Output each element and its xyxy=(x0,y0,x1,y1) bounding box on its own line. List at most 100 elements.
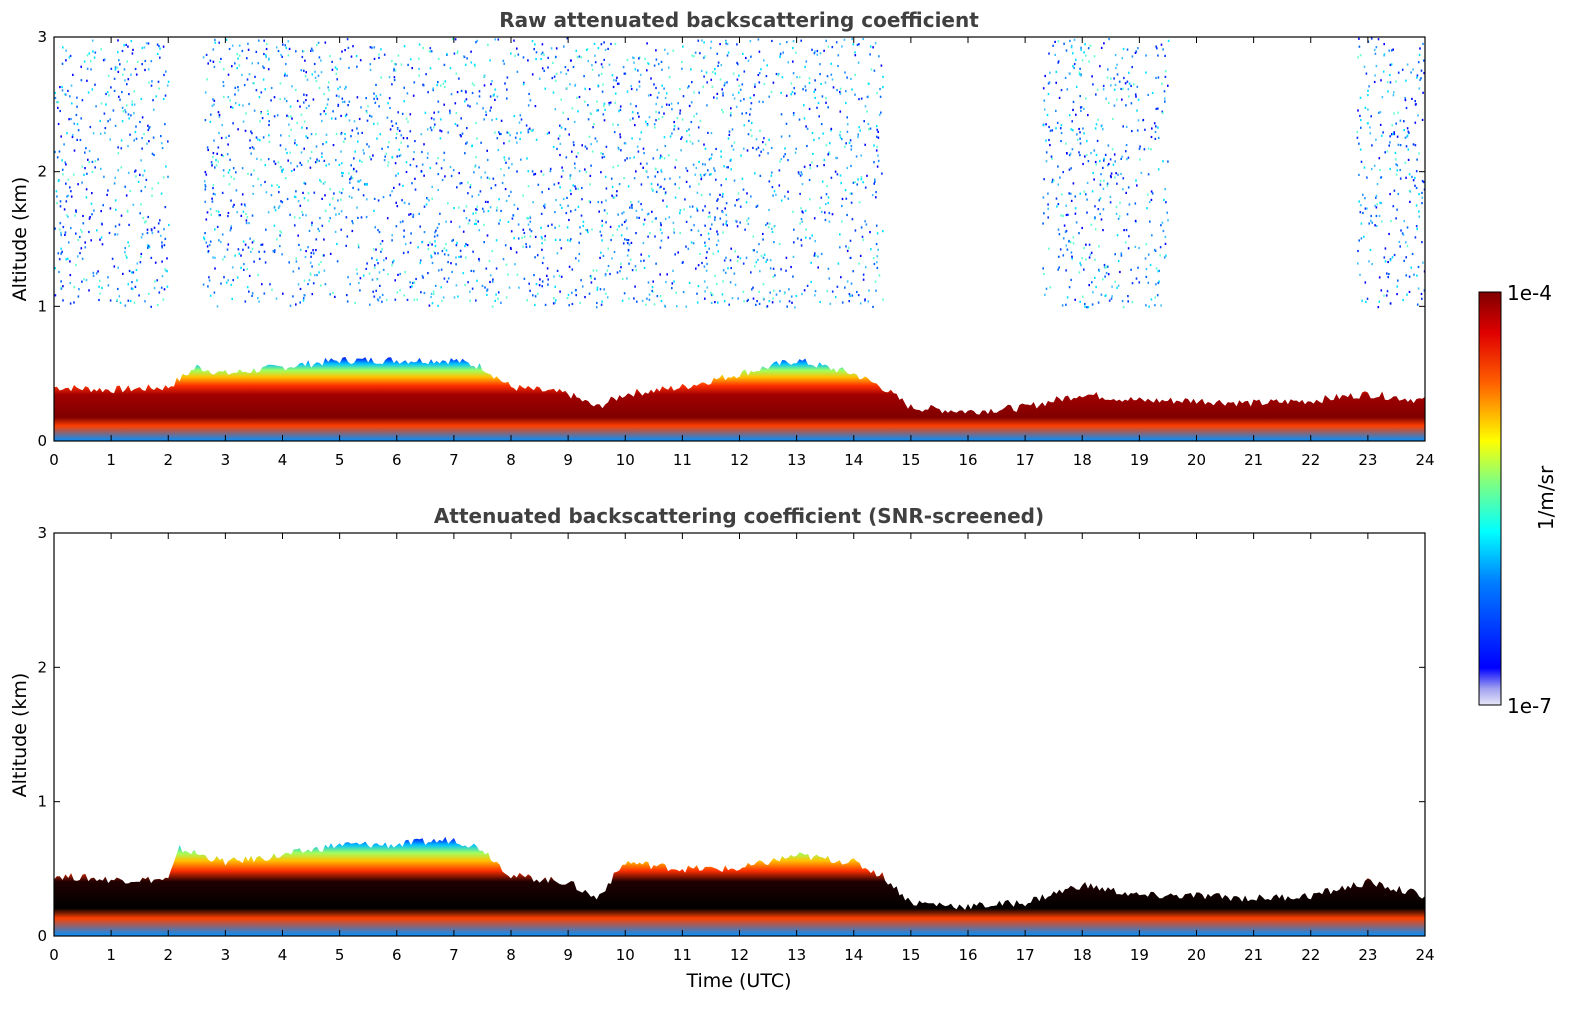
noise-speckle-point xyxy=(101,286,103,289)
noise-speckle-point xyxy=(408,213,410,216)
noise-speckle-point xyxy=(1075,85,1078,88)
noise-speckle-point xyxy=(638,85,641,88)
noise-speckle-point xyxy=(735,105,738,108)
noise-speckle-point xyxy=(482,107,484,110)
noise-speckle-point xyxy=(251,62,254,65)
noise-speckle-point xyxy=(389,128,392,131)
noise-speckle-point xyxy=(1085,54,1087,57)
noise-speckle-point xyxy=(1137,266,1139,269)
noise-speckle-point xyxy=(316,274,318,277)
noise-speckle-point xyxy=(665,103,668,106)
noise-speckle-point xyxy=(598,210,600,213)
noise-speckle-point xyxy=(681,67,683,70)
noise-speckle-point xyxy=(320,180,322,183)
noise-speckle-point xyxy=(642,223,645,226)
noise-speckle-point xyxy=(443,253,446,256)
noise-speckle-point xyxy=(1074,298,1076,301)
noise-speckle-point xyxy=(288,261,290,264)
noise-speckle-point xyxy=(375,248,377,251)
noise-speckle-point xyxy=(715,282,718,286)
noise-speckle-point xyxy=(309,261,312,264)
noise-speckle-point xyxy=(1068,168,1071,171)
noise-speckle-point xyxy=(273,206,276,209)
noise-speckle-point xyxy=(629,258,632,261)
noise-speckle-point xyxy=(1397,71,1400,74)
noise-speckle-point xyxy=(672,49,675,52)
noise-speckle-point xyxy=(679,212,681,215)
noise-speckle-point xyxy=(320,59,322,62)
noise-speckle-point xyxy=(122,110,125,113)
noise-speckle-point xyxy=(308,279,311,282)
noise-speckle-point xyxy=(1115,66,1117,70)
noise-speckle-point xyxy=(63,143,65,146)
noise-speckle-point xyxy=(710,291,712,294)
noise-speckle-point xyxy=(143,169,146,172)
noise-speckle-point xyxy=(725,39,727,42)
noise-speckle-point xyxy=(636,300,638,303)
noise-speckle-point xyxy=(1374,52,1377,55)
noise-speckle-point xyxy=(688,104,691,108)
noise-speckle-point xyxy=(277,206,280,209)
noise-speckle-point xyxy=(212,256,214,259)
noise-speckle-point xyxy=(646,213,649,216)
noise-speckle-point xyxy=(1043,212,1045,215)
noise-speckle-point xyxy=(637,112,639,115)
noise-speckle-point xyxy=(1371,144,1373,147)
noise-speckle-point xyxy=(1364,106,1367,109)
noise-speckle-point xyxy=(878,113,881,116)
noise-speckle-point xyxy=(541,191,543,194)
noise-speckle-point xyxy=(277,161,280,164)
noise-speckle-point xyxy=(767,152,769,155)
noise-speckle-point xyxy=(128,223,130,226)
noise-speckle-point xyxy=(215,158,217,162)
noise-speckle-point xyxy=(458,206,460,209)
noise-speckle-point xyxy=(1375,206,1378,209)
noise-speckle-point xyxy=(456,91,459,94)
noise-speckle-point xyxy=(230,227,232,230)
noise-speckle-point xyxy=(1114,176,1116,179)
noise-speckle-point xyxy=(92,274,95,277)
noise-speckle-point xyxy=(126,210,129,213)
noise-speckle-point xyxy=(346,235,349,238)
noise-speckle-point xyxy=(1094,276,1096,279)
noise-speckle-point xyxy=(1147,281,1150,284)
noise-speckle-point xyxy=(848,293,851,296)
noise-speckle-point xyxy=(601,239,603,242)
noise-speckle-point xyxy=(331,68,334,71)
noise-speckle-point xyxy=(475,211,477,215)
noise-speckle-point xyxy=(213,139,215,142)
noise-speckle-point xyxy=(381,300,383,303)
noise-speckle-point xyxy=(1142,118,1145,122)
noise-speckle-point xyxy=(830,127,833,130)
noise-speckle-point xyxy=(157,222,160,225)
raw-x-tick-label: 9 xyxy=(563,451,573,469)
noise-speckle-point xyxy=(678,176,681,179)
noise-speckle-point xyxy=(133,103,136,106)
noise-speckle-point xyxy=(273,224,276,227)
noise-speckle-point xyxy=(722,269,725,272)
noise-speckle-point xyxy=(753,94,755,97)
noise-speckle-point xyxy=(1154,249,1157,252)
noise-speckle-point xyxy=(578,55,581,58)
noise-speckle-point xyxy=(775,193,777,196)
noise-speckle-point xyxy=(391,156,393,159)
noise-speckle-point xyxy=(61,85,63,89)
noise-speckle-point xyxy=(129,133,131,136)
noise-speckle-point xyxy=(403,201,406,204)
noise-speckle-point xyxy=(268,123,270,127)
noise-speckle-point xyxy=(643,266,646,269)
noise-speckle-point xyxy=(847,246,850,249)
noise-speckle-point xyxy=(1379,111,1382,114)
noise-speckle-point xyxy=(162,45,165,48)
noise-speckle-point xyxy=(1120,157,1122,160)
noise-speckle-point xyxy=(852,270,854,273)
noise-speckle-point xyxy=(596,301,598,305)
noise-speckle-point xyxy=(299,301,301,304)
noise-speckle-point xyxy=(397,54,400,57)
noise-speckle-point xyxy=(788,300,791,303)
noise-speckle-point xyxy=(827,153,829,156)
noise-speckle-point xyxy=(1138,246,1140,250)
noise-speckle-point xyxy=(716,52,718,55)
screened-x-tick-label: 7 xyxy=(449,946,459,964)
noise-speckle-point xyxy=(443,63,446,66)
